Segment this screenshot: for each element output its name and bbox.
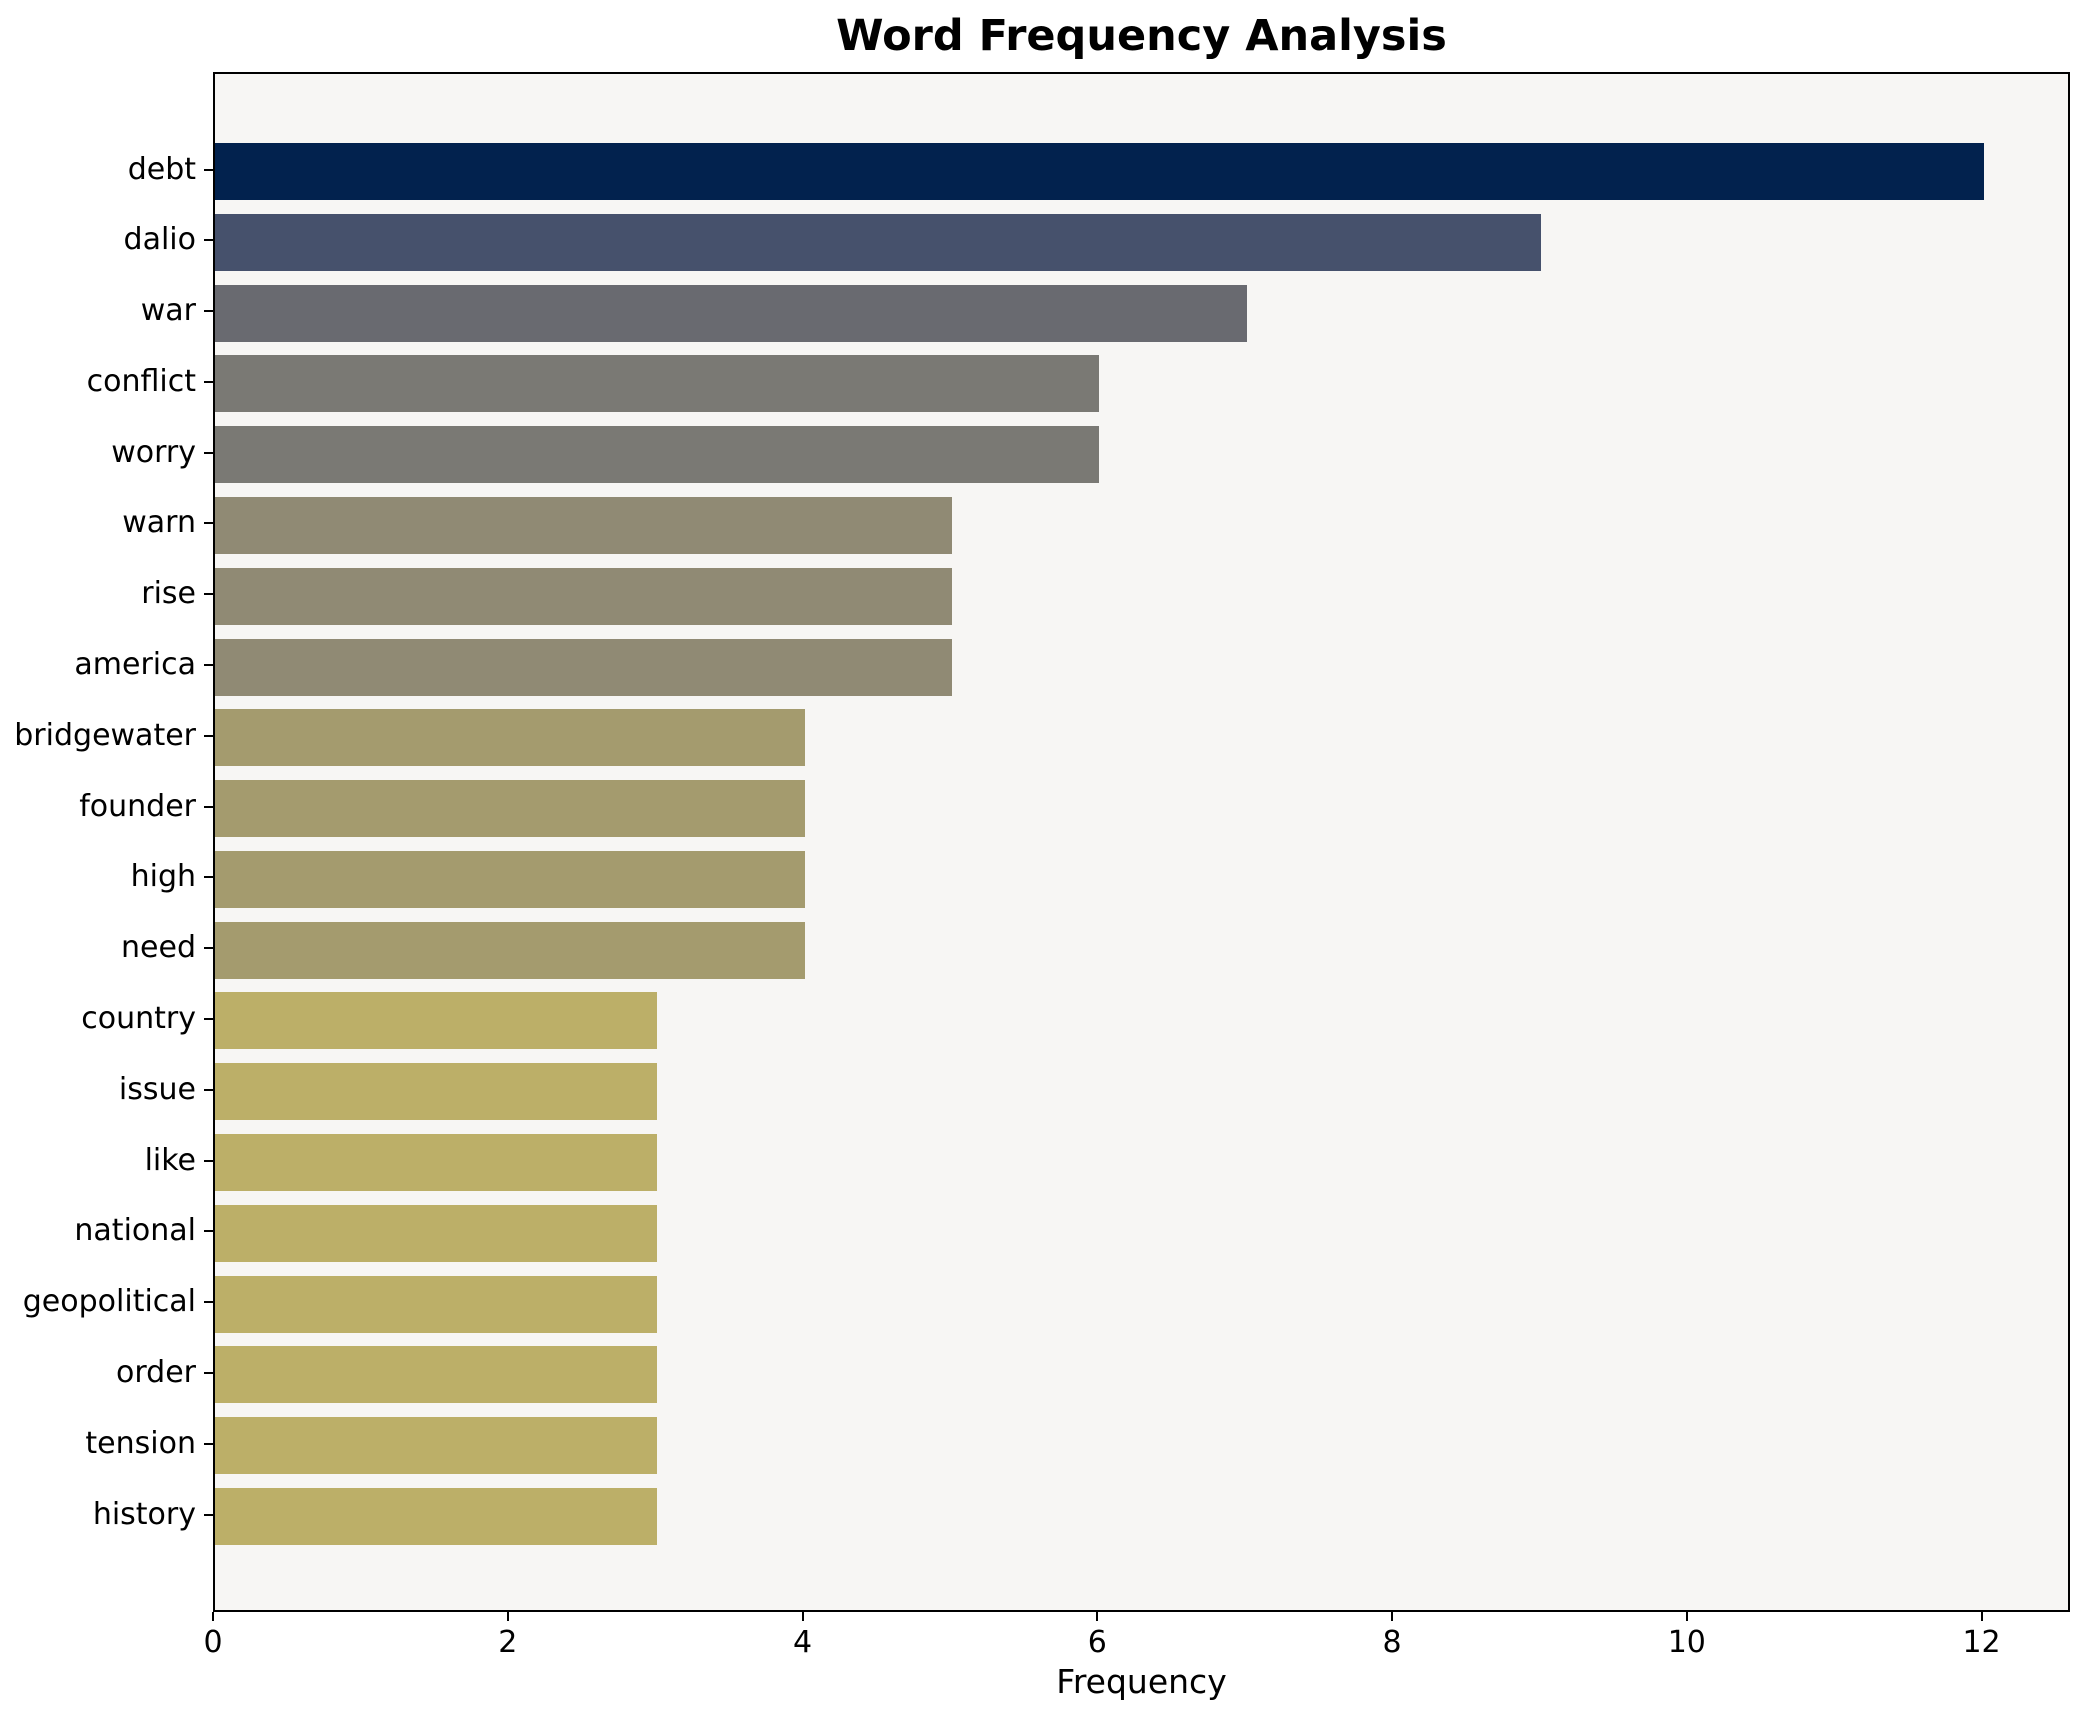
- y-tick-warn: [204, 522, 213, 525]
- y-tick-worry: [204, 451, 213, 454]
- y-tick-high: [204, 876, 213, 879]
- x-tick-label-8: 8: [1382, 1625, 1402, 1660]
- y-tick-label-issue: issue: [118, 1071, 196, 1107]
- y-tick-rise: [204, 593, 213, 596]
- bar-like: [215, 1134, 658, 1192]
- bar-war: [215, 284, 1247, 342]
- y-tick-america: [204, 664, 213, 667]
- bar-warn: [215, 496, 952, 554]
- y-tick-conflict: [204, 380, 213, 383]
- bar-history: [215, 1488, 658, 1545]
- bar-national: [215, 1204, 658, 1262]
- y-tick-label-dalio: dalio: [123, 222, 196, 258]
- bar-founder: [215, 780, 805, 838]
- y-tick-war: [204, 310, 213, 313]
- x-tick-0: [212, 1612, 214, 1621]
- plot-area: [213, 72, 2070, 1612]
- y-tick-label-national: national: [74, 1213, 196, 1249]
- y-tick-label-need: need: [121, 930, 196, 966]
- y-tick-like: [204, 1159, 213, 1162]
- x-tick-6: [1096, 1612, 1099, 1621]
- x-tick-label-6: 6: [1087, 1625, 1107, 1660]
- y-tick-label-worry: worry: [111, 434, 196, 470]
- y-tick-geopolitical: [204, 1301, 213, 1304]
- x-tick-2: [506, 1612, 509, 1621]
- bar-high: [215, 850, 805, 908]
- x-tick-label-10: 10: [1667, 1625, 1706, 1660]
- y-tick-tension: [204, 1442, 213, 1445]
- y-tick-bridgewater: [204, 734, 213, 737]
- x-tick-12: [1980, 1612, 1983, 1621]
- y-tick-label-like: like: [144, 1142, 196, 1178]
- y-tick-label-war: war: [140, 293, 196, 329]
- x-tick-10: [1685, 1612, 1688, 1621]
- y-tick-label-geopolitical: geopolitical: [22, 1284, 196, 1320]
- bar-dalio: [215, 213, 1542, 271]
- x-tick-label-0: 0: [203, 1625, 223, 1660]
- y-tick-label-history: history: [92, 1496, 196, 1532]
- y-tick-label-country: country: [81, 1000, 196, 1036]
- x-axis-label: Frequency: [1056, 1662, 1227, 1701]
- y-tick-label-order: order: [116, 1354, 196, 1390]
- bar-bridgewater: [215, 709, 805, 767]
- bar-rise: [215, 567, 952, 625]
- y-tick-country: [204, 1017, 213, 1020]
- x-tick-label-4: 4: [792, 1625, 813, 1660]
- bar-need: [215, 921, 805, 979]
- y-tick-label-debt: debt: [127, 151, 196, 187]
- bar-geopolitical: [215, 1275, 658, 1333]
- y-tick-label-rise: rise: [141, 576, 196, 612]
- y-tick-order: [204, 1371, 213, 1374]
- y-tick-label-bridgewater: bridgewater: [14, 717, 196, 753]
- y-tick-label-founder: founder: [79, 788, 196, 824]
- bar-worry: [215, 426, 1100, 484]
- bar-issue: [215, 1063, 658, 1121]
- bar-tension: [215, 1417, 658, 1475]
- x-tick-8: [1391, 1612, 1394, 1621]
- x-tick-label-12: 12: [1962, 1625, 2001, 1660]
- y-tick-label-america: america: [74, 647, 196, 683]
- bar-debt: [215, 143, 1984, 200]
- y-tick-need: [204, 947, 213, 950]
- y-tick-label-conflict: conflict: [86, 363, 196, 399]
- bar-conflict: [215, 355, 1100, 413]
- y-tick-debt: [204, 168, 213, 171]
- y-tick-national: [204, 1230, 213, 1233]
- y-tick-issue: [204, 1088, 213, 1091]
- x-tick-4: [801, 1612, 804, 1621]
- y-tick-label-warn: warn: [122, 505, 196, 541]
- y-tick-founder: [204, 805, 213, 808]
- x-tick-label-2: 2: [498, 1625, 518, 1660]
- y-tick-dalio: [204, 239, 213, 242]
- y-tick-label-high: high: [130, 859, 196, 895]
- bar-order: [215, 1346, 658, 1404]
- chart-title: Word Frequency Analysis: [836, 11, 1447, 61]
- y-tick-label-tension: tension: [85, 1425, 196, 1461]
- bar-country: [215, 992, 658, 1050]
- y-tick-history: [204, 1513, 213, 1516]
- bar-america: [215, 638, 952, 696]
